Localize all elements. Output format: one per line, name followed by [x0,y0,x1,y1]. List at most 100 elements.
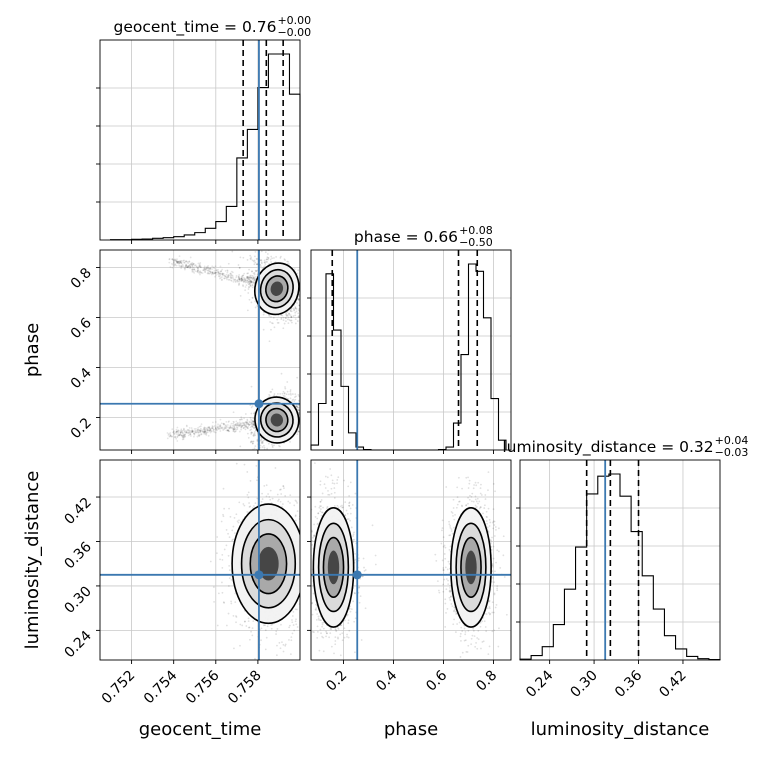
sample-point [303,289,305,291]
sample-point [201,429,203,431]
sample-point [166,437,169,440]
sample-point [316,523,319,526]
sample-point [212,427,214,430]
sample-point [238,282,241,285]
sample-point [295,395,297,398]
sample-point [177,260,180,263]
sample-point [287,316,290,319]
sample-point [307,542,309,544]
sample-point [269,391,272,393]
sample-point [249,281,252,284]
sample-point [301,639,303,641]
sample-point [248,268,250,271]
sample-point [249,429,252,432]
sample-point [246,493,249,496]
sample-point [245,421,248,424]
sample-point [330,645,333,648]
sample-point [236,424,238,427]
sample-point [316,296,318,298]
sample-point [306,559,308,561]
sample-point [247,423,250,426]
sample-point [286,390,289,393]
sample-point [277,392,279,395]
sample-point [178,255,181,258]
sample-point [294,306,297,308]
sample-point [182,259,185,262]
sample-point [225,277,228,280]
sample-point [333,487,336,489]
sample-point [292,315,295,317]
sample-point [283,258,286,261]
sample-point [189,256,192,259]
sample-point [241,424,244,427]
sample-point [202,430,205,433]
sample-point [273,326,276,329]
sample-point [297,309,300,312]
sample-point [247,276,250,279]
sample-point [209,271,212,274]
sample-point [256,247,258,249]
sample-point [243,620,246,623]
sample-point [289,389,292,391]
sample-point [249,505,252,508]
sample-point [252,423,255,426]
sample-point [348,608,351,610]
sample-point [179,260,182,263]
sample-point [180,259,182,262]
sample-point [243,426,246,429]
sample-point [234,430,237,433]
sample-point [207,268,210,270]
sample-point [211,271,214,274]
sample-point [197,271,200,274]
sample-point [222,423,225,425]
sample-point [203,430,206,433]
sample-point [296,626,299,628]
sample-point [250,422,253,425]
sample-point [221,272,224,275]
sample-point [208,426,211,429]
sample-point [225,273,228,276]
sample-point [177,434,180,437]
sample-point [305,540,307,542]
sample-point [248,276,251,279]
sample-point [235,420,238,423]
sample-point [247,423,250,425]
sample-point [197,431,200,434]
sample-point [199,266,202,269]
sample-point [180,428,183,431]
sample-point [261,498,264,500]
sample-point [319,619,322,622]
sample-point [239,424,241,427]
sample-point [185,431,188,434]
sample-point [250,412,253,415]
sample-point [231,250,234,253]
sample-point [242,422,245,424]
sample-point [244,280,246,283]
sample-point [284,454,286,456]
sample-point [227,612,230,615]
sample-point [217,592,220,595]
sample-point [251,259,254,262]
sample-point [198,265,201,268]
sample-point [236,279,239,282]
sample-point [284,495,287,497]
sample-point [290,393,292,396]
sample-point [174,263,177,266]
sample-point [256,439,259,442]
sample-point [250,385,253,388]
sample-point [303,408,305,410]
sample-point [288,626,291,629]
sample-point [217,271,220,274]
sample-point [251,296,254,299]
sample-point [176,430,178,433]
sample-point [211,427,213,429]
sample-point [303,315,305,317]
sample-point [249,285,252,288]
sample-point [232,614,235,617]
sample-point [298,430,300,433]
sample-point [196,270,199,273]
sample-point [232,430,235,433]
sample-point [259,444,262,447]
sample-point [236,422,239,424]
title-sub-phase: −0.50 [459,236,493,249]
